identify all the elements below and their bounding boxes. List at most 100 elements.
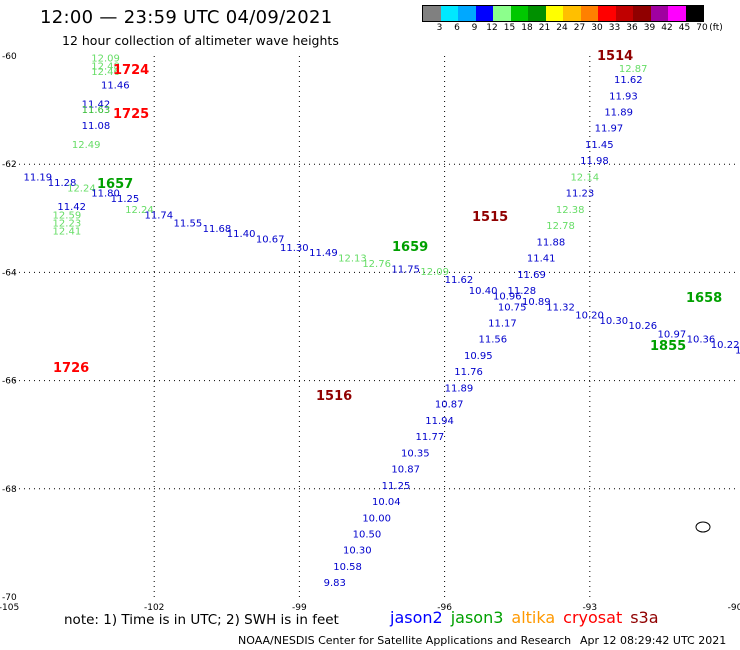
color-scale-label: 39 — [643, 23, 656, 33]
color-scale-label: 9 — [471, 23, 478, 33]
color-scale-label: 21 — [538, 23, 551, 33]
color-scale-swatch — [475, 6, 493, 21]
satellite-legend: jason2 jason3 altika cryosat s3a — [390, 608, 667, 627]
wave-height-label: 11.46 — [101, 80, 130, 91]
wave-height-label: 11.28 — [48, 178, 77, 189]
wave-height-label: 12.78 — [546, 221, 575, 232]
wave-height-label: 10.20 — [575, 310, 604, 321]
wave-height-label: 11.93 — [609, 91, 638, 102]
track-time-label: 1855 — [650, 339, 686, 354]
wave-height-label: 10.35 — [401, 448, 430, 459]
color-scale-swatch — [668, 6, 686, 21]
wave-height-label: 12.59 — [53, 210, 82, 221]
track-time-label: 1726 — [53, 361, 89, 376]
color-scale-bar — [422, 5, 704, 22]
wave-height-label: 10.40 — [469, 286, 498, 297]
wave-height-label: 11.77 — [416, 432, 445, 443]
lat-tick-label: -60 — [2, 52, 17, 62]
lon-tick-label: -105 — [0, 603, 19, 613]
satellite-legend-item: jason2 — [390, 608, 443, 627]
color-scale-label: 45 — [678, 23, 691, 33]
satellite-legend-item: cryosat — [563, 608, 623, 627]
wave-height-label: 10.36 — [687, 335, 716, 346]
lon-tick-label: -90 — [728, 603, 740, 613]
track-time-label: 1724 — [113, 63, 149, 78]
wave-height-label: 10.26 — [629, 321, 658, 332]
track-time-label: 1515 — [472, 210, 508, 225]
footer-timestamp: Apr 12 08:29:42 UTC 2021 — [580, 634, 727, 647]
color-scale-label: 3 — [436, 23, 443, 33]
color-scale-swatch — [423, 6, 441, 21]
wave-height-label: 10.30 — [343, 546, 372, 557]
wave-height-label: 11.25 — [382, 481, 411, 492]
wave-height-label: 11.75 — [391, 264, 420, 275]
wave-height-label: 12.41 — [53, 227, 82, 238]
color-scale-label: 42 — [661, 23, 673, 33]
lon-tick-label: -93 — [582, 603, 597, 613]
color-scale-label: 30 — [591, 23, 603, 33]
wave-height-label: 9.83 — [324, 578, 346, 589]
lat-tick-label: -68 — [2, 485, 17, 495]
wave-height-label: 11.62 — [445, 275, 474, 286]
color-scale-swatch — [685, 6, 703, 21]
color-scale-swatch — [650, 6, 668, 21]
wave-height-label: 10.00 — [362, 513, 391, 524]
lat-tick-label: -70 — [2, 593, 17, 603]
color-scale-unit: (ft) — [709, 23, 723, 33]
wave-height-label: 12.14 — [570, 172, 599, 183]
wave-height-label: 11.80 — [91, 189, 120, 200]
wave-height-label: 11.97 — [595, 124, 624, 135]
wave-height-label: 10.87 — [435, 400, 464, 411]
wave-height-label: 11.89 — [604, 108, 633, 119]
color-scale-label: 70 — [696, 23, 708, 33]
satellite-legend-item: s3a — [630, 608, 659, 627]
wave-height-label: 10.87 — [391, 465, 420, 476]
wave-height-label: 10.30 — [599, 316, 628, 327]
wave-height-label: 11.94 — [425, 416, 454, 427]
color-scale-swatch — [580, 6, 598, 21]
wave-height-label: 11.28 — [508, 286, 537, 297]
wave-height-label: 11.32 — [546, 302, 575, 313]
wave-height-label: 12.76 — [362, 259, 391, 270]
lon-tick-label: -102 — [144, 603, 164, 613]
satellite-legend-item: jason3 — [450, 608, 504, 627]
wave-height-label: 10.96 — [493, 291, 522, 302]
wave-height-label: 11.88 — [537, 237, 566, 248]
color-scale-swatch — [615, 6, 633, 21]
wave-height-label: 11.08 — [82, 121, 111, 132]
lat-tick-label: -62 — [2, 160, 17, 170]
wave-height-label: 11.45 — [585, 140, 614, 151]
wave-height-label: 10.97 — [658, 329, 687, 340]
color-scale-label: 15 — [503, 23, 516, 33]
wave-height-label: 11.63 — [82, 105, 111, 116]
color-scale-swatch — [633, 6, 651, 21]
color-scale-label: 18 — [521, 23, 533, 33]
wave-height-label: 12.48 — [91, 62, 120, 73]
wave-height-label: 11.55 — [174, 218, 203, 229]
wave-height-label: 12.24 — [125, 205, 154, 216]
color-scale-label: 36 — [626, 23, 638, 33]
note-text: note: 1) Time is in UTC; 2) SWH is in fe… — [64, 612, 339, 628]
color-scale-swatch — [458, 6, 476, 21]
wave-height-label: 10.67 — [256, 235, 285, 246]
wave-height-label: 11.49 — [309, 248, 338, 259]
wave-height-label: 12.49 — [72, 140, 101, 151]
wave-height-label: 12.38 — [556, 205, 585, 216]
wave-height-label: 12.13 — [338, 254, 367, 265]
wave-height-label: 11.30 — [280, 243, 309, 254]
wave-height-label: 11.56 — [478, 335, 507, 346]
lon-tick-label: -96 — [437, 603, 452, 613]
wave-height-label: 11.89 — [445, 383, 474, 394]
footer-credit: NOAA/NESDIS Center for Satellite Applica… — [238, 634, 572, 647]
wave-height-label: 11.42 — [82, 99, 111, 110]
island-outline — [695, 521, 711, 533]
wave-height-label: 11.62 — [614, 75, 643, 86]
wave-height-label: 11.19 — [24, 172, 53, 183]
track-time-label: 1514 — [597, 49, 633, 64]
color-scale-label: 33 — [608, 23, 621, 33]
wave-height-label: 10.50 — [353, 529, 382, 540]
wave-height-label: 11.76 — [454, 367, 483, 378]
wave-height-label: 10.58 — [333, 562, 362, 573]
wave-height-label: 11.17 — [488, 319, 517, 330]
